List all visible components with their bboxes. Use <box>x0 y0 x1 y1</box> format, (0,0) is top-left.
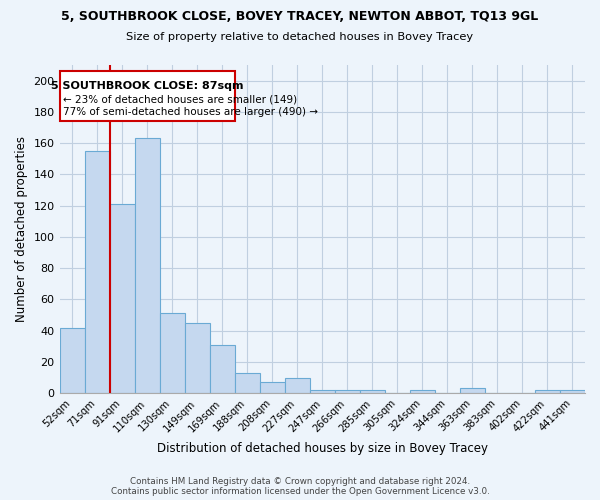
Text: Contains public sector information licensed under the Open Government Licence v3: Contains public sector information licen… <box>110 487 490 496</box>
Bar <box>285 378 310 393</box>
Bar <box>134 138 160 393</box>
Text: ← 23% of detached houses are smaller (149): ← 23% of detached houses are smaller (14… <box>63 94 298 104</box>
FancyBboxPatch shape <box>59 72 235 122</box>
Bar <box>235 373 260 393</box>
Bar <box>209 344 235 393</box>
Bar <box>560 390 585 393</box>
Bar <box>310 390 335 393</box>
Bar <box>335 390 360 393</box>
Y-axis label: Number of detached properties: Number of detached properties <box>15 136 28 322</box>
Text: 5 SOUTHBROOK CLOSE: 87sqm: 5 SOUTHBROOK CLOSE: 87sqm <box>51 80 244 90</box>
Text: 77% of semi-detached houses are larger (490) →: 77% of semi-detached houses are larger (… <box>63 107 318 117</box>
Bar <box>260 382 285 393</box>
Bar <box>360 390 385 393</box>
Bar <box>59 328 85 393</box>
Bar <box>160 314 185 393</box>
Bar <box>535 390 560 393</box>
X-axis label: Distribution of detached houses by size in Bovey Tracey: Distribution of detached houses by size … <box>157 442 488 455</box>
Bar <box>185 323 209 393</box>
Bar <box>110 204 134 393</box>
Bar <box>85 151 110 393</box>
Text: 5, SOUTHBROOK CLOSE, BOVEY TRACEY, NEWTON ABBOT, TQ13 9GL: 5, SOUTHBROOK CLOSE, BOVEY TRACEY, NEWTO… <box>61 10 539 23</box>
Text: Size of property relative to detached houses in Bovey Tracey: Size of property relative to detached ho… <box>127 32 473 42</box>
Text: Contains HM Land Registry data © Crown copyright and database right 2024.: Contains HM Land Registry data © Crown c… <box>130 477 470 486</box>
Bar <box>460 388 485 393</box>
Bar <box>410 390 435 393</box>
